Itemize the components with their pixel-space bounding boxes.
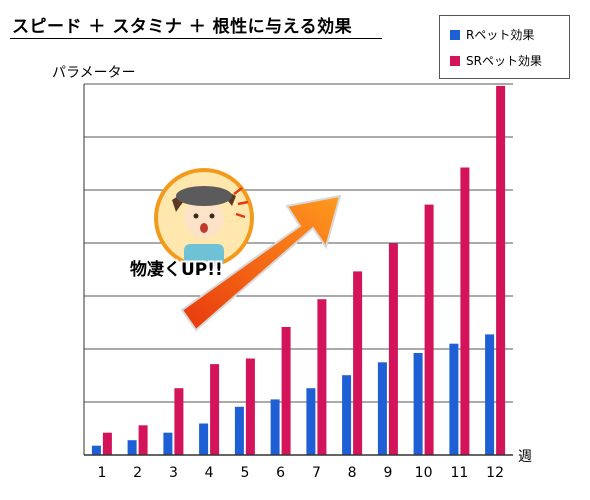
r-bar-11: [449, 343, 459, 455]
r-bar-8: [342, 375, 352, 455]
x-tick-label: 10: [415, 465, 433, 481]
r-bar-10: [413, 353, 423, 455]
r-bar-1: [91, 445, 101, 455]
r-bar-4: [199, 423, 209, 455]
chart-title: スピード ＋ スタミナ ＋ 根性に与える効果: [12, 17, 353, 37]
r-bar-7: [306, 388, 316, 455]
r-bar-3: [163, 432, 173, 455]
sr-bar-8: [353, 271, 363, 455]
sr-bar-1: [102, 432, 112, 455]
sr-bar-6: [281, 327, 291, 455]
r-bar-12: [485, 334, 495, 455]
x-axis-label: 週: [518, 449, 532, 465]
legend-item-r: Rペット効果: [450, 26, 534, 43]
sr-bar-2: [138, 425, 148, 455]
x-tick-label: 8: [348, 465, 357, 481]
bars-layer: [91, 85, 506, 456]
x-tick-label: 2: [133, 465, 142, 481]
r-bar-6: [270, 399, 280, 455]
x-tick-label: 11: [450, 465, 468, 481]
grid-layer: [84, 83, 513, 403]
legend-label-r: Rペット効果: [466, 28, 535, 42]
x-tick-label: 7: [312, 465, 321, 481]
x-tick-label: 3: [169, 465, 178, 481]
x-tick-label: 4: [205, 465, 214, 481]
mascot-icon: [154, 168, 254, 268]
x-tick-label: 12: [486, 465, 504, 481]
legend: Rペット効果 SRペット効果: [439, 15, 570, 79]
sr-bar-10: [424, 204, 434, 455]
x-tick-label: 9: [383, 465, 392, 481]
y-axis-label: パラメーター: [52, 65, 136, 81]
sr-bar-12: [496, 85, 506, 456]
rising-arrow-icon: [180, 194, 342, 332]
sr-bar-4: [210, 364, 220, 455]
x-tick-label: 5: [240, 465, 249, 481]
sr-bar-3: [174, 388, 184, 455]
r-bar-2: [127, 440, 137, 455]
legend-item-sr: SRペット効果: [450, 52, 542, 69]
legend-label-sr: SRペット効果: [466, 54, 542, 68]
sr-bar-5: [245, 358, 255, 455]
legend-swatch-sr: [450, 55, 460, 66]
callout-text: 物凄くUP!!: [130, 260, 223, 280]
sr-bar-9: [388, 243, 398, 455]
r-bar-5: [234, 406, 244, 455]
sr-bar-7: [317, 299, 327, 455]
legend-swatch-r: [450, 29, 460, 40]
sr-bar-11: [460, 167, 470, 455]
x-tick-label: 1: [97, 465, 106, 481]
axis-layer: 1 2 3 4 5 6 7 8 9 10 11 12: [83, 84, 513, 481]
r-bar-9: [377, 362, 387, 456]
x-tick-label: 6: [276, 465, 285, 481]
title-underline: [10, 38, 382, 39]
